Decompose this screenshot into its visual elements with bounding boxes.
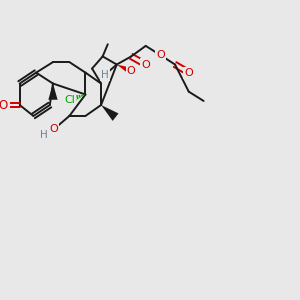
Polygon shape	[48, 83, 58, 100]
Text: O: O	[184, 68, 193, 78]
Text: H: H	[40, 130, 48, 140]
Text: O: O	[50, 124, 58, 134]
Text: O: O	[0, 98, 8, 112]
Polygon shape	[101, 105, 118, 121]
Text: H: H	[101, 70, 109, 80]
Text: O: O	[141, 59, 150, 70]
Polygon shape	[117, 64, 133, 75]
Text: O: O	[156, 50, 165, 60]
Text: O: O	[127, 66, 136, 76]
Text: Cl: Cl	[64, 95, 75, 105]
